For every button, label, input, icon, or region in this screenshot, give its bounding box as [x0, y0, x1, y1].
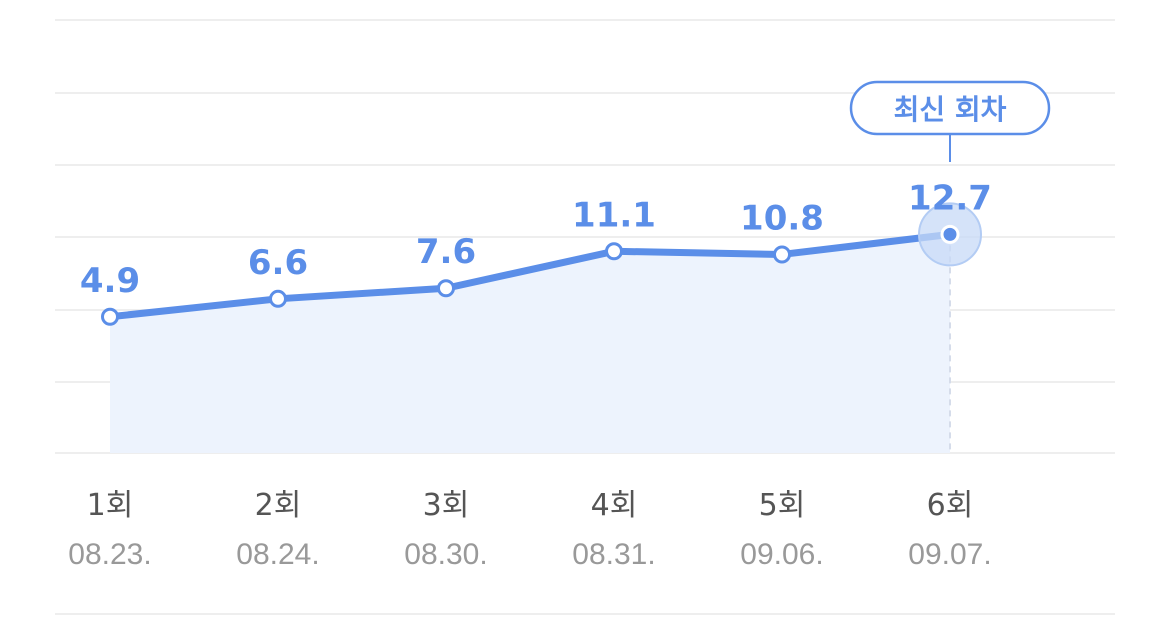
x-tick-date: 08.30. [404, 538, 487, 571]
x-tick-round: 3회 [423, 488, 470, 523]
x-tick-round: 5회 [759, 488, 806, 523]
value-label: 10.8 [740, 198, 824, 238]
data-point [773, 245, 791, 264]
data-points [101, 202, 982, 326]
latest-round-badge: 최신 회차 [849, 80, 1051, 162]
value-label: 12.7 [908, 178, 992, 218]
data-point [269, 289, 287, 308]
x-tick-date: 08.24. [236, 538, 319, 571]
x-axis-ticks: 1회 08.23. 2회 08.24. 3회 08.30. 4회 08.31. 5회 09.06.… [68, 488, 991, 571]
value-label: 7.6 [416, 232, 476, 272]
area-fill [110, 234, 950, 453]
x-tick-round: 2회 [255, 488, 302, 523]
value-label: 11.1 [572, 195, 656, 235]
data-point [605, 242, 623, 261]
badge-box [849, 80, 1051, 136]
data-point [101, 307, 119, 326]
x-tick-round: 4회 [591, 488, 638, 523]
x-tick-round: 6회 [927, 488, 974, 523]
x-tick-date: 08.31. [572, 538, 655, 571]
x-tick-round: 1회 [87, 488, 134, 523]
x-tick-date: 09.06. [740, 538, 823, 571]
latest-point [940, 224, 960, 244]
badge-label: 최신 회차 [894, 93, 1007, 126]
value-label: 6.6 [248, 243, 308, 283]
series-line [106, 230, 954, 321]
value-label: 4.9 [80, 261, 140, 301]
value-labels: 4.9 6.6 7.6 11.1 10.8 12.7 [80, 178, 992, 300]
x-tick-date: 08.23. [68, 538, 151, 571]
x-tick-date: 09.07. [908, 538, 991, 571]
data-point [437, 279, 455, 298]
